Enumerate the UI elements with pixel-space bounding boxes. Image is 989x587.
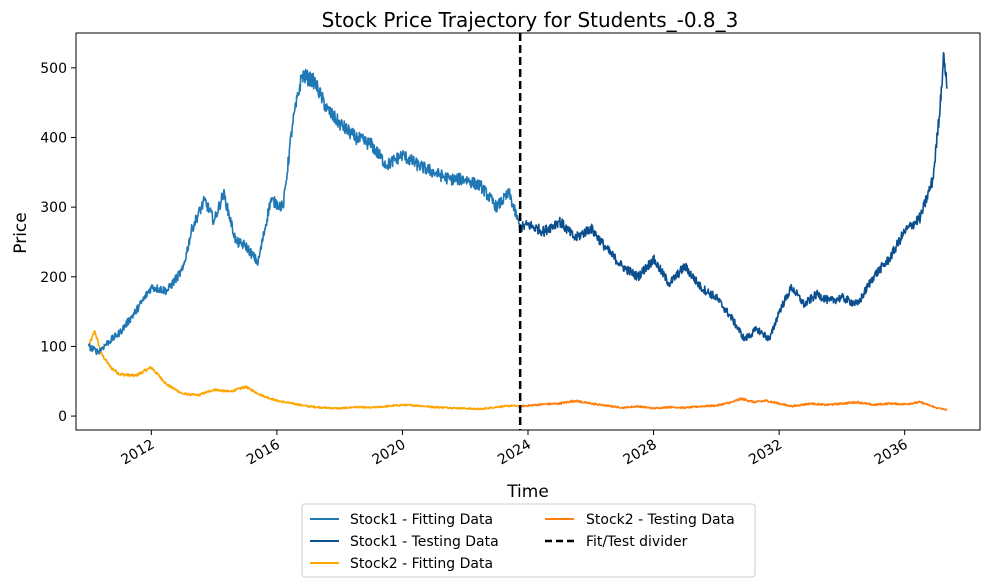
y-tick-label: 300 <box>40 200 67 216</box>
plot-area <box>87 33 948 430</box>
legend-label-stock2-fitting: Stock2 - Fitting Data <box>350 556 493 572</box>
y-tick-label: 0 <box>58 409 67 425</box>
legend: Stock1 - Fitting Data Stock1 - Testing D… <box>301 503 756 578</box>
series-line-stock2-testing-data <box>519 397 948 411</box>
legend-label-stock2-testing: Stock2 - Testing Data <box>586 512 735 528</box>
legend-label-divider: Fit/Test divider <box>586 534 688 550</box>
series-line-stock1-testing-data <box>519 51 948 342</box>
y-axis: 0 100 200 300 400 500 <box>40 61 76 425</box>
x-axis-label: Time <box>506 482 549 502</box>
series-line-stock2-fitting-data <box>87 330 521 411</box>
y-tick-label: 400 <box>40 130 67 146</box>
y-tick-label: 100 <box>40 339 67 355</box>
legend-box <box>301 503 756 578</box>
legend-label-stock1-testing: Stock1 - Testing Data <box>350 534 499 550</box>
chart-title: Stock Price Trajectory for Students_-0.8… <box>322 8 739 32</box>
series-line-stock1-fitting-data <box>87 68 521 356</box>
legend-label-stock1-fitting: Stock1 - Fitting Data <box>350 512 493 528</box>
y-tick-label: 200 <box>40 270 67 286</box>
y-tick-label: 500 <box>40 61 67 77</box>
y-axis-label: Price <box>11 212 31 253</box>
